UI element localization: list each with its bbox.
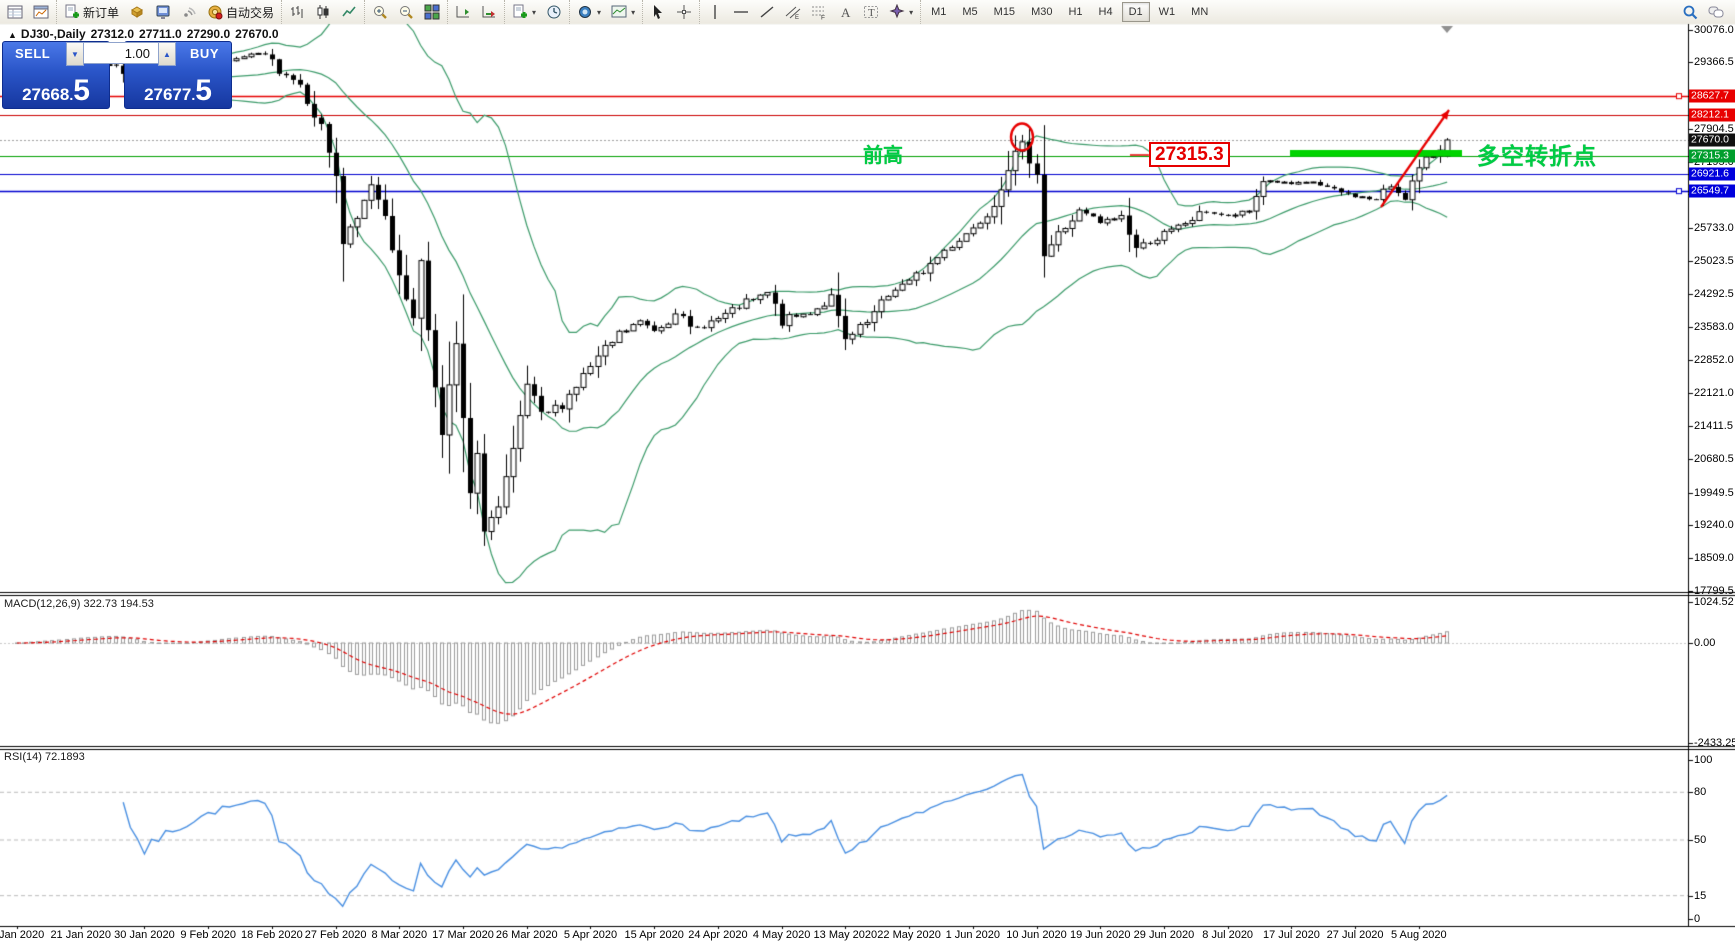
date-label[interactable]: 27 Jul 2020 (1326, 929, 1384, 941)
close-value: 27670.0 (235, 27, 279, 41)
high-value: 27711.0 (139, 27, 182, 41)
date-label[interactable]: 29 Jun 2020 (1133, 929, 1195, 941)
price-tick-label: 21411.5 (1694, 420, 1733, 432)
volume-input[interactable]: 1.00 (84, 42, 158, 64)
price-tick-label: 25733.0 (1694, 222, 1734, 234)
price-badge-27315.3: 27315.3 (1689, 149, 1735, 163)
open-value: 27312.0 (90, 27, 135, 41)
price-tick-label: 19949.5 (1694, 487, 1734, 499)
price-tick-label: 22852.0 (1694, 354, 1734, 366)
price-badge-28212.1: 28212.1 (1689, 108, 1735, 122)
prev-high-annotation: 前高 (863, 145, 903, 167)
date-label[interactable]: 4 May 2020 (752, 929, 811, 941)
rsi-label: RSI(14) 72.1893 (4, 751, 85, 763)
macd-axis-label: 0.00 (1694, 637, 1716, 649)
volume-down-button[interactable]: ▼ (66, 42, 84, 66)
price-tick-label: 18509.0 (1694, 552, 1734, 564)
date-label[interactable]: 13 May 2020 (813, 929, 878, 941)
volume-up-button[interactable]: ▲ (158, 42, 176, 66)
buy-label: BUY (190, 46, 219, 61)
date-label[interactable]: 26 Mar 2020 (495, 929, 558, 941)
buy-price: 27677.5 (144, 74, 212, 107)
date-label[interactable]: 30 Jan 2020 (114, 929, 175, 941)
price-tick-label: 20680.5 (1694, 453, 1734, 465)
chart-title: ▲ DJ30-,Daily 27312.0 27711.0 27290.0 27670.0 (8, 27, 284, 41)
price-badge-27670.0: 27670.0 (1689, 133, 1735, 147)
date-label[interactable]: 17 Mar 2020 (432, 929, 494, 941)
price-badge-28627.7: 28627.7 (1689, 89, 1735, 103)
low-value: 27290.0 (186, 27, 231, 41)
one-click-trading-panel: SELL 27668.5 BUY 27677.5 ▼ 1.00 ▲ (2, 41, 232, 109)
date-label[interactable]: 24 Apr 2020 (688, 929, 748, 941)
price-tick-label: 23583.0 (1694, 321, 1734, 333)
price-tick-label: 17799.5 (1694, 585, 1734, 597)
quote-panel-toggle-icon[interactable]: ▲ (8, 30, 17, 40)
symbol-period-label: DJ30-,Daily (20, 27, 86, 41)
date-label[interactable]: 2 Jan 2020 (0, 929, 45, 941)
date-label[interactable]: 10 Jun 2020 (1006, 929, 1067, 941)
macd-axis-label: -2433.25 (1694, 737, 1735, 749)
date-label[interactable]: 5 Aug 2020 (1390, 929, 1447, 941)
macd-axis-label: 1024.52 (1694, 596, 1734, 608)
date-label[interactable]: 8 Jul 2020 (1202, 929, 1254, 941)
date-label[interactable]: 15 Apr 2020 (624, 929, 684, 941)
rsi-axis-label: 50 (1694, 834, 1707, 846)
price-tag-annotation: 27315.3 (1149, 142, 1230, 167)
rsi-axis-label: 80 (1694, 786, 1707, 798)
price-tick-label: 27904.5 (1694, 123, 1734, 135)
rsi-axis-label: 0 (1694, 913, 1701, 925)
price-tick-label: 24292.5 (1694, 288, 1734, 300)
price-tick-label: 19240.0 (1694, 519, 1734, 531)
price-badge-26549.7: 26549.7 (1689, 184, 1735, 198)
date-label[interactable]: 21 Jan 2020 (50, 929, 111, 941)
price-tick-label: 22121.0 (1694, 387, 1734, 399)
date-label[interactable]: 19 Jun 2020 (1069, 929, 1131, 941)
date-label[interactable]: 17 Jul 2020 (1262, 929, 1320, 941)
rsi-axis-label: 15 (1694, 890, 1707, 902)
sell-label: SELL (15, 46, 51, 61)
pivot-annotation: 多空转折点 (1477, 143, 1597, 169)
date-label[interactable]: 8 Mar 2020 (371, 929, 428, 941)
rsi-axis-label: 100 (1694, 754, 1713, 766)
price-tick-label: 30076.0 (1694, 24, 1734, 36)
date-label[interactable]: 9 Feb 2020 (180, 929, 236, 941)
date-label[interactable]: 5 Apr 2020 (563, 929, 618, 941)
volume-stepper: ▼ 1.00 ▲ (66, 42, 176, 66)
date-label[interactable]: 22 May 2020 (877, 929, 941, 941)
date-label[interactable]: 1 Jun 2020 (945, 929, 1001, 941)
date-label[interactable]: 18 Feb 2020 (240, 929, 303, 941)
sell-price: 27668.5 (22, 74, 90, 107)
price-tick-label: 29366.5 (1694, 56, 1734, 68)
date-label[interactable]: 27 Feb 2020 (304, 929, 367, 941)
price-tick-label: 25023.5 (1694, 255, 1734, 267)
macd-label: MACD(12,26,9) 322.73 194.53 (4, 598, 154, 610)
price-badge-26921.6: 26921.6 (1689, 167, 1735, 181)
